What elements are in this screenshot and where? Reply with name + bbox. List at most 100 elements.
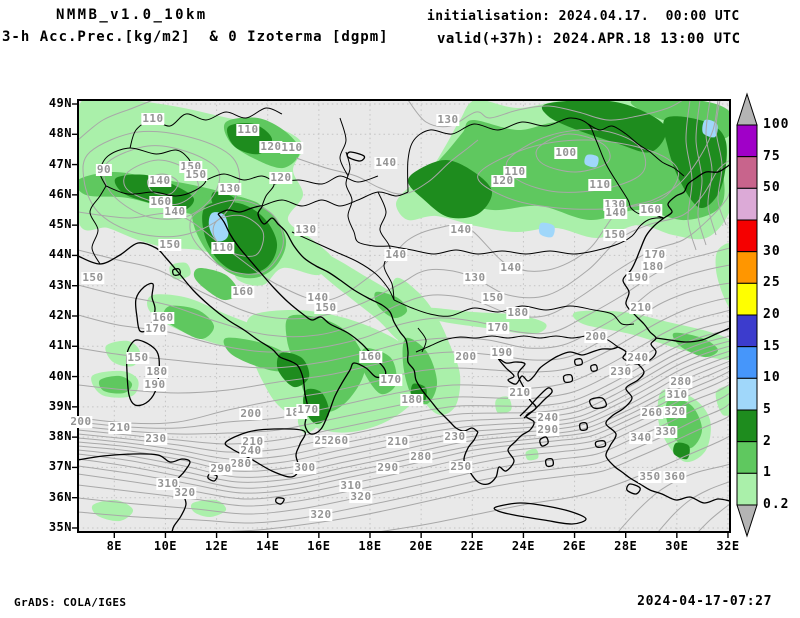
- contour-label: 360: [663, 470, 687, 483]
- contour-line: [78, 335, 730, 453]
- lat-axis-label: 43N: [48, 277, 72, 292]
- contour-label: 200: [69, 415, 93, 428]
- lat-axis-label: 38N: [48, 429, 72, 444]
- colorbar-segment: [736, 219, 758, 253]
- contour-line: [78, 309, 730, 429]
- coastlines: [78, 151, 730, 532]
- contour-label: 320: [349, 490, 373, 503]
- border-line: [417, 327, 427, 353]
- contour-label: 110: [211, 241, 235, 254]
- model-title: NMMB_v1.0_10km: [56, 7, 208, 23]
- contour-label: 230: [144, 432, 168, 445]
- lat-axis-label: 49N: [48, 96, 72, 110]
- contour-label: 170: [144, 322, 168, 335]
- border-line: [205, 173, 275, 207]
- border-line: [261, 191, 409, 207]
- precip-light: [190, 499, 227, 518]
- colorbar-value-label: 10: [763, 370, 781, 386]
- precip-medium: [285, 314, 366, 413]
- product-title: 3-h Acc.Prec.[kg/m2] & 0 Izoterma [dgpm]: [2, 29, 389, 45]
- precip-heavy: [663, 116, 727, 209]
- contour-label: 130: [294, 223, 318, 236]
- colorbar-value-label: 25: [763, 275, 781, 291]
- contour-label: 350: [638, 470, 662, 483]
- isotherm-contours: [78, 100, 730, 532]
- border-line: [407, 117, 665, 219]
- contour-label: 140: [306, 291, 330, 304]
- contour-line: [78, 320, 730, 435]
- border-line: [345, 151, 391, 247]
- contour-line: [697, 503, 730, 532]
- contour-line: [189, 199, 284, 275]
- contour-label: 160: [231, 285, 255, 298]
- contour-label: 150: [184, 168, 208, 181]
- contour-line: [377, 435, 730, 532]
- contour-label: 140: [604, 206, 628, 219]
- lat-axis-label: 47N: [48, 156, 72, 171]
- lon-axis-label: 24E: [511, 539, 535, 553]
- contour-label: 170: [296, 403, 320, 416]
- colorbar-value-label: 20: [763, 307, 781, 322]
- contour-label: 140: [384, 248, 408, 261]
- colorbar-value-label: 50: [763, 180, 781, 196]
- grads-credit: GrADS: COLA/IGES: [14, 596, 127, 609]
- contour-line: [505, 129, 647, 193]
- contour-label: 180: [400, 393, 424, 406]
- contour-label: 240: [239, 444, 263, 457]
- contour-label: 110: [280, 141, 304, 154]
- contour-label: 110: [588, 178, 612, 191]
- contour-label: 320: [663, 405, 687, 418]
- contour-label: 240: [536, 411, 560, 424]
- contour-label: 210: [629, 301, 653, 314]
- contour-label: 240: [626, 351, 650, 364]
- lon-axis-label: 14E: [256, 539, 280, 553]
- colorbar-segment: [736, 346, 758, 379]
- precip-light: [423, 307, 547, 335]
- island-coastline: [573, 358, 584, 366]
- contour-label: 180: [145, 365, 169, 378]
- colorbar-segment: [736, 409, 758, 443]
- contour-label: 210: [108, 421, 132, 434]
- lon-axis-label: 22E: [460, 539, 484, 553]
- contour-line: [123, 159, 199, 206]
- contour-line: [78, 340, 730, 460]
- lat-axis-label: 44N: [48, 247, 72, 262]
- precip-heavy: [407, 159, 493, 219]
- precip-intense: [538, 222, 555, 238]
- colorbar-value-label: 1: [763, 465, 772, 481]
- lon-axis-label: 8E: [106, 539, 123, 553]
- contour-label: 150: [81, 271, 105, 284]
- contour-label: 160: [359, 350, 383, 363]
- contour-label: 150: [158, 238, 182, 251]
- contour-label: 130: [218, 182, 242, 195]
- contour-label: 130: [436, 113, 460, 126]
- precip-light: [715, 385, 730, 416]
- coastline: [217, 205, 479, 433]
- contour-label: 200: [454, 350, 478, 363]
- contour-line: [147, 173, 179, 196]
- colorbar-value-label: 5: [763, 402, 772, 417]
- island-coastline: [346, 151, 366, 162]
- contour-label: 290: [536, 423, 560, 436]
- contour-line: [78, 297, 730, 425]
- lon-axis-label: 28E: [614, 539, 638, 553]
- map-layers: [78, 100, 730, 532]
- island-coastline: [578, 421, 589, 432]
- lat-axis-label: 37N: [48, 459, 72, 474]
- contour-label: 230: [443, 430, 467, 443]
- lat-axis-label: 42N: [48, 307, 72, 322]
- colorbar-value-label: 40: [763, 212, 781, 227]
- colorbar-arrow-down: [736, 504, 758, 538]
- contour-label: 140: [148, 174, 172, 187]
- precip-medium: [374, 291, 408, 319]
- lon-axis-label: 16E: [307, 539, 331, 553]
- contour-line: [535, 133, 611, 173]
- colorbar: [736, 92, 758, 538]
- contour-label: 260: [640, 406, 664, 419]
- contour-label: 290: [376, 461, 400, 474]
- coastline: [463, 346, 619, 485]
- lat-axis-label: 48N: [48, 126, 72, 141]
- lat-axis-label: 36N: [48, 489, 72, 504]
- colorbar-value-label: 0.2: [763, 497, 790, 512]
